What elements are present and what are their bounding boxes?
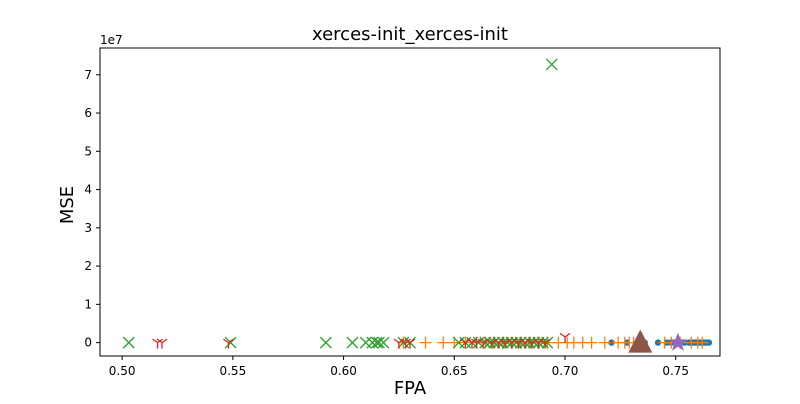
x-tick-label: 0.65	[441, 364, 468, 378]
data-marks	[122, 58, 713, 353]
data-point-x	[224, 336, 237, 349]
data-point-triangle	[628, 329, 653, 353]
data-point-plus	[437, 336, 450, 349]
chart-title: xerces-init_xerces-init	[312, 24, 508, 45]
data-point-x	[536, 336, 549, 349]
data-point-x	[479, 336, 492, 349]
data-point-tri-down	[223, 338, 234, 349]
x-tick-label: 0.75	[662, 364, 689, 378]
y-tick-label: 0	[84, 336, 92, 350]
data-point-star	[668, 332, 688, 351]
data-point-x	[497, 336, 509, 349]
data-point-circle	[705, 339, 713, 346]
y-tick-label: 5	[84, 144, 92, 158]
data-point-tri-down	[539, 338, 551, 349]
plot-area-frame	[99, 47, 721, 357]
data-point-plus	[585, 336, 598, 349]
data-point-tri-down	[499, 338, 511, 349]
x-tick-label: 0.55	[219, 364, 246, 378]
data-point-tri-down	[156, 338, 168, 349]
data-point-circle	[608, 339, 615, 346]
data-point-tri-down	[471, 338, 482, 349]
y-axis-ticks: 0 1 2 3 4 5 6 7	[84, 68, 100, 350]
data-point-x	[483, 336, 496, 349]
data-point-tri-down	[506, 338, 518, 349]
y-axis-offset-label: 1e7	[100, 33, 123, 47]
data-point-tri-down	[459, 338, 471, 349]
data-point-x	[545, 58, 558, 71]
data-point-plus	[598, 336, 611, 349]
data-point-x	[510, 336, 523, 349]
y-tick-label: 3	[84, 221, 92, 235]
data-point-tri-down	[486, 338, 498, 349]
data-point-x	[488, 336, 501, 349]
data-point-tri-down	[493, 338, 504, 349]
data-point-tri-down	[559, 332, 571, 343]
y-tick-label: 1	[84, 297, 92, 311]
y-tick-label: 2	[84, 259, 92, 273]
data-point-x	[346, 336, 359, 349]
data-point-x	[514, 336, 527, 349]
x-axis-label: FPA	[394, 378, 427, 399]
x-tick-label: 0.50	[109, 364, 136, 378]
data-point-x	[377, 336, 390, 349]
y-tick-label: 4	[84, 183, 92, 197]
data-point-tri-down	[513, 338, 524, 349]
data-point-x	[541, 336, 554, 349]
x-tick-label: 0.70	[552, 364, 579, 378]
data-point-tri-down	[404, 338, 416, 349]
data-point-x	[122, 336, 135, 349]
data-point-circle	[654, 339, 662, 346]
data-point-plus	[696, 336, 709, 349]
y-tick-label: 6	[84, 106, 92, 120]
x-axis-ticks: 0.50 0.55 0.60 0.65 0.70 0.75	[109, 356, 689, 378]
y-tick-label: 7	[84, 68, 92, 82]
data-point-plus	[419, 336, 432, 349]
data-point-tri-down	[393, 338, 405, 349]
data-point-x	[373, 336, 385, 349]
data-point-x	[523, 336, 536, 349]
data-point-tri-down	[519, 338, 531, 349]
data-point-x	[501, 336, 514, 349]
data-point-tri-down	[533, 338, 544, 349]
data-point-tri-down	[526, 338, 538, 349]
data-point-x	[528, 336, 540, 349]
data-point-x	[319, 336, 332, 349]
x-tick-label: 0.60	[330, 364, 357, 378]
y-axis-label: MSE	[57, 186, 78, 224]
